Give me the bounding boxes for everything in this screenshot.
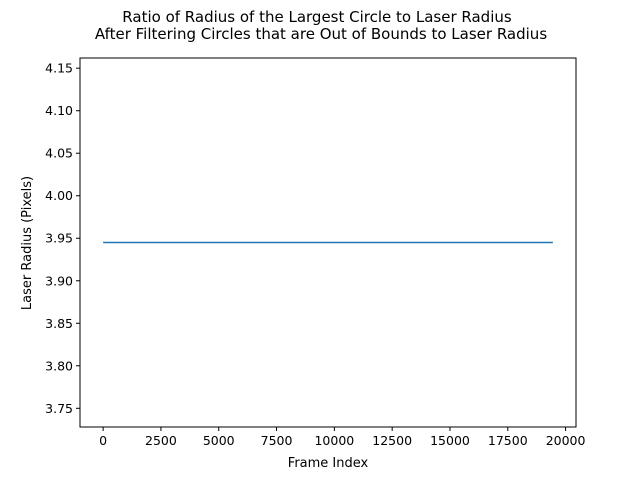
x-tick-label: 12500 xyxy=(372,433,412,448)
x-tick-label: 17500 xyxy=(488,433,528,448)
x-axis-ticks: 0 2500 5000 7500 10000 12500 15000 17500 20000 xyxy=(99,427,586,448)
y-tick-label: 4.10 xyxy=(45,103,73,118)
y-axis-ticks: 3.75 3.80 3.85 3.90 3.95 4.00 4.05 4.10 4.15 xyxy=(45,61,80,416)
y-tick-label: 3.85 xyxy=(45,316,73,331)
x-tick-label: 15000 xyxy=(430,433,470,448)
x-tick-label: 0 xyxy=(99,433,107,448)
y-tick-label: 4.15 xyxy=(45,61,73,76)
x-tick-label: 20000 xyxy=(546,433,586,448)
x-tick-label: 10000 xyxy=(314,433,354,448)
y-tick-label: 3.90 xyxy=(45,273,73,288)
x-tick-label: 5000 xyxy=(203,433,235,448)
x-tick-label: 2500 xyxy=(145,433,177,448)
y-tick-label: 3.75 xyxy=(45,401,73,416)
plot-frame xyxy=(79,57,577,428)
y-tick-label: 3.80 xyxy=(45,358,73,373)
y-tick-label: 4.05 xyxy=(45,146,73,161)
y-tick-label: 3.95 xyxy=(45,231,73,246)
y-axis-label: Laser Radius (Pixels) xyxy=(20,176,35,310)
y-tick-label: 4.00 xyxy=(45,188,73,203)
x-tick-label: 7500 xyxy=(261,433,293,448)
chart-title-line-1: Ratio of Radius of the Largest Circle to… xyxy=(122,8,512,26)
x-axis-label: Frame Index xyxy=(288,456,369,471)
chart-title-line-2: After Filtering Circles that are Out of … xyxy=(95,25,547,43)
